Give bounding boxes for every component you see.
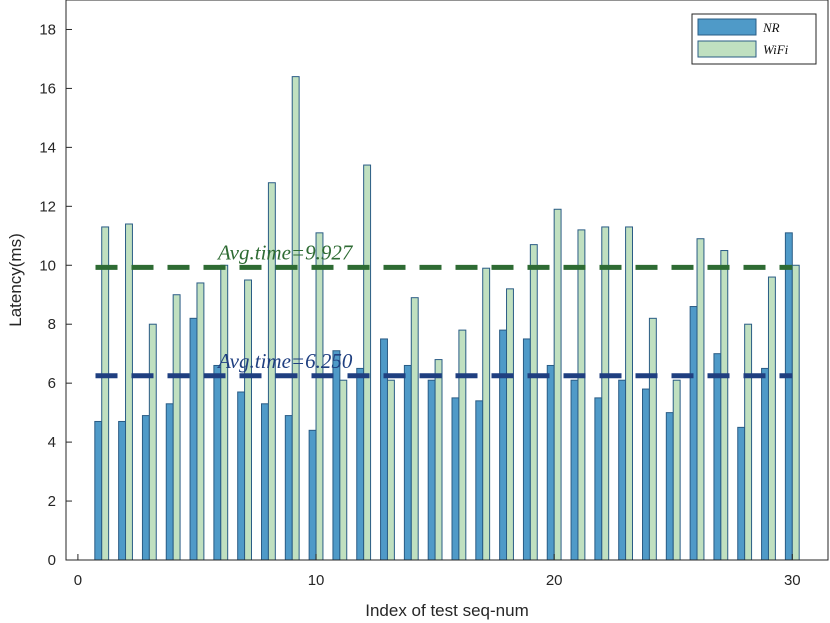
y-tick-label: 2	[48, 493, 56, 510]
bar-wifi-20	[553, 208, 562, 561]
avg-label-wifi: Avg.time=9.927	[216, 240, 354, 264]
bar-wifi-15	[434, 359, 443, 561]
bar-nr-5	[189, 317, 198, 561]
legend-swatch-nr	[697, 18, 757, 36]
bar-wifi-16	[458, 329, 467, 561]
bar-nr-13	[380, 338, 388, 561]
y-tick-label: 18	[39, 21, 56, 38]
bar-nr-6	[213, 364, 222, 561]
bar-wifi-1	[101, 226, 110, 561]
bar-nr-3	[141, 415, 150, 561]
bar-nr-17	[475, 400, 484, 561]
bar-nr-15	[427, 379, 436, 561]
legend-label-wifi: WiFi	[763, 42, 789, 57]
bar-nr-21	[570, 379, 579, 561]
bar-wifi-26	[696, 238, 705, 561]
bar-wifi-27	[720, 250, 729, 561]
plot-frame	[65, 0, 829, 561]
bar-wifi-24	[648, 317, 657, 561]
bar-nr-8	[261, 403, 269, 561]
bar-wifi-29	[767, 276, 776, 561]
x-axis-title: Index of test seq-num	[365, 601, 528, 620]
bar-nr-12	[356, 367, 365, 561]
bar-wifi-12	[363, 164, 372, 561]
bar-wifi-17	[482, 267, 491, 561]
bar-nr-25	[665, 412, 674, 561]
bar-nr-29	[761, 367, 769, 561]
bar-nr-9	[284, 415, 293, 561]
bar-wifi-28	[744, 323, 753, 561]
bar-nr-7	[237, 391, 246, 561]
y-tick-label: 12	[39, 198, 56, 215]
bar-wifi-5	[196, 282, 205, 561]
bar-wifi-22	[601, 226, 610, 561]
bar-wifi-25	[672, 379, 681, 561]
bar-wifi-3	[148, 323, 157, 561]
bar-nr-26	[689, 306, 698, 561]
legend-swatch-wifi	[697, 40, 757, 58]
avg-label-nr: Avg.time=6.250	[216, 349, 353, 373]
bar-wifi-30	[791, 264, 800, 561]
x-tick-label: 30	[784, 572, 801, 589]
y-tick-label: 16	[39, 80, 56, 97]
x-tick-label: 10	[308, 572, 325, 589]
y-tick-label: 6	[48, 375, 56, 392]
bar-wifi-2	[125, 223, 133, 561]
bar-nr-14	[403, 364, 412, 561]
bar-wifi-11	[339, 379, 348, 561]
y-tick-label: 4	[48, 434, 56, 451]
bar-nr-11	[332, 350, 341, 561]
bar-nr-28	[737, 426, 746, 561]
bar-nr-1	[94, 420, 103, 561]
bar-nr-20	[546, 364, 555, 561]
bar-nr-27	[713, 353, 722, 561]
y-tick-label: 8	[48, 316, 56, 333]
x-tick-label: 0	[74, 572, 82, 589]
bar-nr-2	[118, 420, 127, 561]
y-tick-label: 10	[39, 257, 56, 274]
x-tick-label: 20	[546, 572, 563, 589]
bar-nr-22	[594, 397, 603, 561]
bar-wifi-21	[577, 229, 586, 561]
bar-nr-30	[784, 232, 793, 561]
bar-wifi-19	[529, 244, 538, 561]
legend-label-nr: NR	[762, 20, 780, 35]
bar-wifi-14	[410, 297, 419, 561]
bar-nr-16	[451, 397, 460, 561]
bar-nr-19	[522, 338, 531, 561]
y-axis-title: Latency(ms)	[6, 233, 25, 327]
bar-wifi-9	[291, 76, 300, 561]
bar-nr-4	[165, 403, 174, 561]
bar-wifi-18	[506, 288, 514, 561]
bar-nr-23	[618, 379, 627, 561]
y-tick-label: 0	[48, 552, 56, 569]
bar-wifi-7	[244, 279, 252, 561]
bar-wifi-4	[172, 294, 181, 561]
y-tick-label: 14	[39, 139, 56, 156]
bar-wifi-10	[315, 232, 324, 561]
bar-nr-10	[308, 429, 317, 561]
bar-nr-18	[499, 329, 508, 561]
bar-wifi-13	[386, 379, 395, 561]
bar-wifi-6	[220, 264, 229, 561]
bar-wifi-23	[625, 226, 634, 561]
bar-nr-24	[642, 388, 650, 561]
